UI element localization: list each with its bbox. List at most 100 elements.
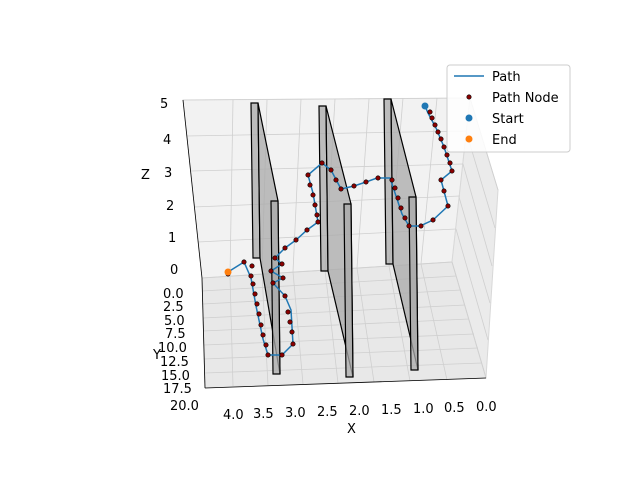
path-node [248,273,254,279]
path-node [254,301,260,307]
path-node [435,129,441,135]
path-node [265,352,271,358]
path-node [375,175,381,181]
grid-line [202,318,470,332]
path-node [441,144,447,150]
path-node [351,183,357,189]
grid-line [356,267,375,383]
path-node [447,160,453,166]
grid-line [182,97,471,101]
x-tick-label: 0.5 [444,401,465,416]
path-node [333,177,339,183]
path-node [427,109,433,115]
z-tick-label: 0 [170,263,178,278]
path-node [418,223,424,229]
axis-lines [182,99,487,389]
path-node [395,195,401,201]
x-tick-label: 1.5 [381,403,402,418]
y-tick-label: 12.5 [160,355,189,370]
legend-path-label: Path [492,70,521,85]
grid-line [420,263,448,381]
path-node [305,172,311,178]
legend-node-label: Path Node [492,91,559,106]
x-tick-label: 3.0 [285,406,306,421]
path-node [279,261,285,267]
x-tick-label: 3.5 [253,407,274,422]
path-node [282,293,288,299]
legend-box [446,64,571,153]
path-node [293,237,299,243]
y-axis-label: Y [152,348,161,363]
path-node [307,182,313,188]
path-node [338,186,344,192]
path-node [304,227,310,233]
path-node [268,268,274,274]
y-tick-label: 10.0 [158,341,187,356]
path-node [444,152,450,158]
path-node [389,177,395,183]
path-node [398,205,404,211]
grid-line [455,228,489,341]
x-tick-label: 2.5 [317,405,338,420]
grid-line [451,261,487,379]
path-node [314,212,320,218]
path-node [319,160,325,166]
grid-line [388,265,411,382]
z-tick-labels: 5 4 3 2 1 0 [160,97,178,278]
path-node [402,215,408,221]
grid-line [324,269,339,384]
y-tick-label: 2.5 [163,300,184,315]
x-tick-label: 1.0 [413,402,434,417]
legend-start-swatch [465,114,473,122]
path-node [449,168,455,174]
path-node [445,203,451,209]
wall-2-front-strip [343,203,354,378]
legend-node-swatch [466,94,472,100]
z-tick-label: 5 [160,97,168,112]
path-nodes [225,109,455,358]
wall-3-front-strip [408,196,419,371]
path-node [241,259,247,265]
path-node [279,352,285,358]
end-marker [224,268,232,276]
path-node [270,280,276,286]
grid-line [203,347,479,360]
grid-line [229,275,234,387]
grid-line [458,196,491,304]
path-node [310,192,316,198]
y-axis-line [201,277,206,389]
z-tick-label: 1 [168,231,176,246]
path-node [285,309,291,315]
path-node [256,311,262,317]
y-tick-label: 0.0 [163,287,184,302]
path-node [250,281,256,287]
z-tick-label: 2 [166,199,174,214]
path-node [363,179,369,185]
grid-line [229,99,234,277]
z-axis-line [182,99,203,279]
path-node [249,263,255,269]
x-axis-label: X [347,422,356,437]
legend-start-label: Start [492,112,524,127]
path-node [438,136,444,142]
x-tick-labels: 4.0 3.5 3.0 2.5 2.0 1.5 1.0 0.5 0.0 [223,400,497,423]
grid-line [292,271,304,385]
path-node [258,322,264,328]
y-tick-label: 7.5 [165,327,186,342]
path-node [280,275,286,281]
path-node [260,332,266,338]
path-node [430,217,436,223]
x-tick-label: 2.0 [349,404,370,419]
x-axis-line [204,377,487,389]
path-node [392,185,398,191]
path-node [328,167,334,173]
start-marker [421,102,429,110]
path-node [289,329,295,335]
path-node [272,255,278,261]
path-node [432,122,438,128]
grid-line [202,289,462,305]
path-node [312,202,318,208]
path-node [406,223,412,229]
legend: Path Path Node Start End [446,64,571,153]
